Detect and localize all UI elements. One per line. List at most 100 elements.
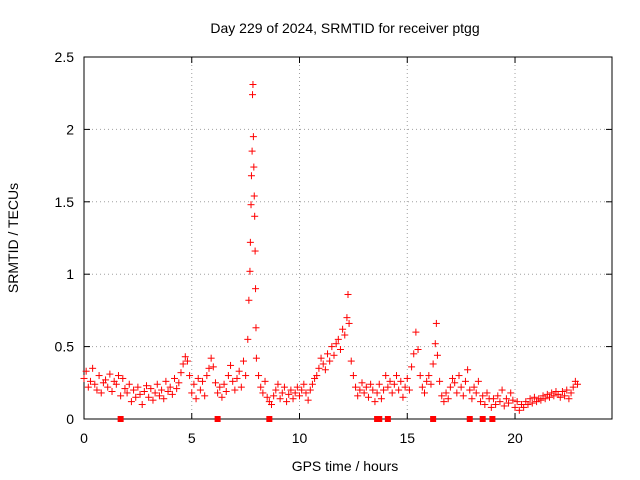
data-point xyxy=(250,192,258,200)
data-point xyxy=(390,380,398,388)
y-tick-labels: 0 0.5 1 1.5 2 2.5 xyxy=(55,49,75,427)
data-point xyxy=(132,393,140,401)
data-point xyxy=(550,392,558,400)
data-point xyxy=(479,392,487,400)
data-point xyxy=(461,377,469,385)
data-point xyxy=(302,389,310,397)
data-point xyxy=(127,398,135,406)
data-point xyxy=(112,380,120,388)
data-point xyxy=(233,374,241,382)
data-point xyxy=(511,403,519,411)
data-point xyxy=(190,380,198,388)
data-point xyxy=(436,377,444,385)
data-point xyxy=(106,370,114,378)
data-point xyxy=(224,372,232,380)
data-point xyxy=(414,345,422,353)
data-point xyxy=(168,390,176,398)
data-point xyxy=(440,398,448,406)
data-point xyxy=(556,393,564,401)
data-point xyxy=(574,380,582,388)
data-point xyxy=(468,395,476,403)
data-point xyxy=(199,377,207,385)
data-point xyxy=(229,377,237,385)
data-point xyxy=(153,380,161,388)
data-point xyxy=(388,389,396,397)
data-point xyxy=(183,357,191,365)
data-point xyxy=(360,389,368,397)
zero-marker-point xyxy=(430,416,437,422)
x-tick-label: 0 xyxy=(80,430,88,446)
data-point xyxy=(507,389,515,397)
data-point xyxy=(425,372,433,380)
data-point xyxy=(306,386,314,394)
data-point xyxy=(179,360,187,368)
data-point xyxy=(192,395,200,403)
data-point xyxy=(130,386,138,394)
data-point xyxy=(330,351,338,359)
data-point xyxy=(494,392,502,400)
data-point xyxy=(412,328,420,336)
data-point xyxy=(433,351,441,359)
plot-frame xyxy=(83,56,613,420)
data-point xyxy=(369,386,377,394)
data-point xyxy=(242,372,250,380)
data-point xyxy=(186,372,194,380)
data-point xyxy=(121,385,129,393)
data-point xyxy=(108,387,116,395)
data-point xyxy=(563,386,571,394)
data-point xyxy=(339,325,347,333)
data-point xyxy=(324,350,332,358)
zero-marker-point xyxy=(466,416,473,422)
data-point xyxy=(300,380,308,388)
data-point xyxy=(453,389,461,397)
data-point xyxy=(235,367,243,375)
data-point xyxy=(349,372,357,380)
data-point xyxy=(356,386,364,394)
data-point xyxy=(399,393,407,401)
data-point xyxy=(136,390,144,398)
data-point xyxy=(117,392,125,400)
data-point xyxy=(405,386,413,394)
data-point xyxy=(218,393,226,401)
data-point xyxy=(528,399,536,407)
data-point xyxy=(214,389,222,397)
data-point xyxy=(541,395,549,403)
data-point xyxy=(489,395,497,403)
data-point xyxy=(259,389,267,397)
data-point xyxy=(380,386,388,394)
data-point xyxy=(477,398,485,406)
data-point xyxy=(247,201,255,209)
data-point xyxy=(201,392,209,400)
data-point xyxy=(151,389,159,397)
data-point xyxy=(231,386,239,394)
data-point xyxy=(352,383,360,391)
data-point xyxy=(251,247,259,255)
data-point xyxy=(196,386,204,394)
data-point xyxy=(158,386,166,394)
data-point xyxy=(145,393,153,401)
data-point xyxy=(252,285,260,293)
data-point xyxy=(104,383,112,391)
data-point xyxy=(138,401,146,409)
data-point xyxy=(459,392,467,400)
data-point xyxy=(280,383,288,391)
data-point xyxy=(102,376,110,384)
data-point xyxy=(114,372,122,380)
data-point xyxy=(432,319,440,327)
data-point xyxy=(249,91,257,99)
data-point xyxy=(520,403,528,411)
data-point xyxy=(252,324,260,332)
data-point xyxy=(249,81,257,89)
data-point xyxy=(561,392,569,400)
zero-marker-point xyxy=(479,416,486,422)
data-point xyxy=(171,374,179,382)
data-point xyxy=(274,380,282,388)
data-point xyxy=(142,382,150,390)
data-point xyxy=(509,396,517,404)
data-point xyxy=(328,343,336,351)
chart-title: Day 229 of 2024, SRMTID for receiver ptg… xyxy=(210,20,479,36)
data-point xyxy=(347,357,355,365)
zero-marker-point xyxy=(384,416,391,422)
data-point xyxy=(470,383,478,391)
